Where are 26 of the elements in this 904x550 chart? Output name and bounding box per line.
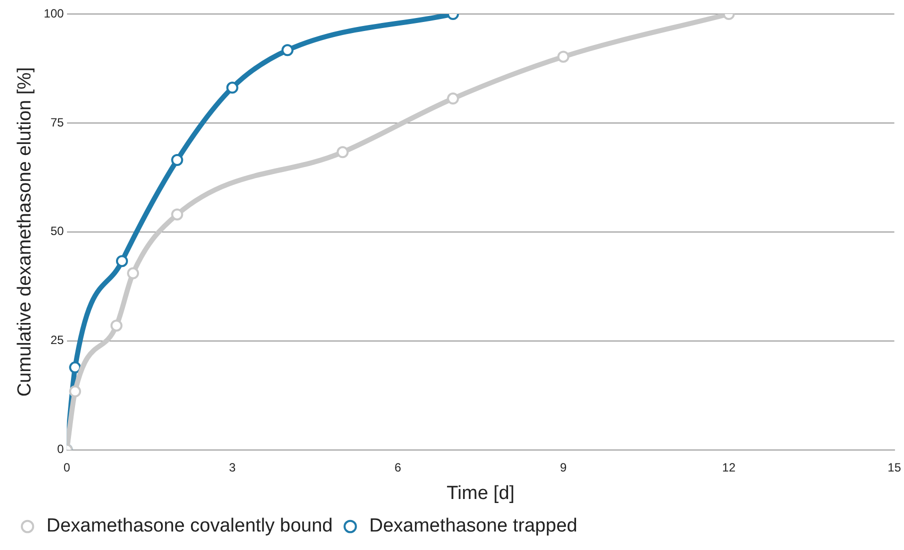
y-tick-label: 0 (57, 442, 64, 456)
point (171, 208, 184, 220)
point (171, 154, 184, 166)
point (69, 385, 82, 398)
y-axis-title: Cumulative dexamethasone elution [%] (14, 67, 36, 397)
y-tick-label: 75 (50, 115, 64, 130)
point (127, 267, 140, 280)
point (69, 361, 82, 374)
x-tick-label: 15 (888, 460, 902, 474)
point (116, 255, 128, 268)
x-tick-label: 6 (394, 460, 402, 474)
y-tick-label: 25 (50, 333, 64, 348)
legend-label: Dexamethasone covalently bound (46, 516, 333, 537)
point (281, 44, 294, 56)
x-tick-label: 9 (560, 460, 567, 474)
point (446, 92, 459, 105)
x-axis-title: Time [d] (446, 482, 515, 504)
y-tick-label: 50 (50, 224, 64, 238)
x-tick-label: 3 (228, 460, 236, 474)
point (557, 50, 570, 63)
point (110, 320, 122, 332)
point (226, 82, 238, 94)
legend-label: Dexamethasone trapped (369, 516, 578, 537)
x-tick-label: 12 (722, 460, 736, 474)
y-tick-label: 100 (44, 6, 64, 20)
point (336, 146, 349, 158)
